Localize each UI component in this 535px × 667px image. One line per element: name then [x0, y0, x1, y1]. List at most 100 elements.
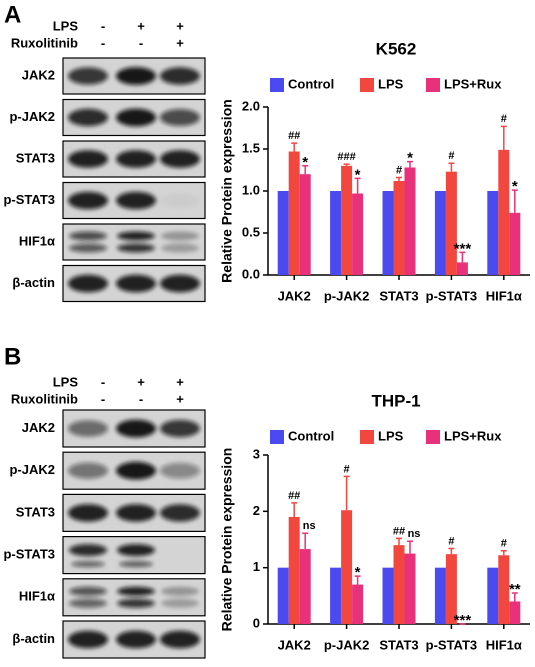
band [68, 108, 108, 127]
error-bar [511, 189, 518, 213]
band [119, 561, 153, 568]
x-tick-label: JAK2 [278, 637, 311, 652]
treatment-name: LPS [53, 18, 79, 33]
band [69, 544, 107, 557]
bar [393, 180, 405, 275]
significance-label: # [448, 150, 454, 162]
blot-label: JAK2 [22, 67, 55, 82]
error-bar [291, 502, 298, 517]
band [69, 231, 107, 241]
bar [509, 601, 521, 624]
band [160, 419, 200, 438]
band [116, 108, 156, 127]
y-axis-label: Relative Protein expression [219, 99, 235, 283]
treatment-sign: - [139, 391, 143, 406]
band [161, 231, 199, 241]
error-bar [343, 163, 350, 166]
band [116, 504, 156, 522]
blot-label: p-STAT3 [3, 547, 55, 562]
y-axis-label: Relative Protein expression [219, 448, 235, 632]
treatment-sign: + [176, 374, 184, 389]
bar [487, 191, 499, 275]
y-tick-label: 0 [253, 615, 260, 630]
bar [509, 212, 521, 275]
legend-swatch [426, 430, 440, 444]
legend-label: LPS+Rux [444, 76, 502, 91]
bar [341, 510, 353, 624]
y-tick-label: 2 [253, 503, 260, 518]
blot-bands [68, 419, 200, 438]
significance-label: # [501, 538, 507, 550]
x-tick-label: p-STAT3 [426, 637, 478, 652]
x-tick-label: HIF1α [486, 637, 522, 652]
band [69, 243, 107, 253]
blot-membrane [62, 578, 206, 617]
band [117, 231, 155, 241]
significance-label: * [407, 150, 413, 167]
band [160, 150, 200, 168]
error-bar [407, 540, 413, 554]
band [117, 586, 155, 596]
significance-label: * [355, 166, 361, 183]
blot-membrane [62, 223, 206, 261]
band [68, 420, 108, 437]
error-bar [500, 550, 507, 556]
treatment-sign: - [139, 35, 143, 50]
blot-bands [68, 504, 200, 522]
bar [434, 567, 446, 624]
error-bar [448, 162, 455, 172]
bar [498, 149, 510, 275]
error-bar [396, 176, 402, 181]
bar [487, 567, 499, 624]
x-tick-label: STAT3 [379, 288, 418, 303]
legend-swatch [360, 430, 374, 444]
treatment-sign: + [137, 374, 145, 389]
blot-bands [68, 108, 200, 127]
blot-label: STAT3 [16, 504, 55, 519]
y-tick-label: 2.0 [242, 98, 260, 113]
significance-label: * [355, 564, 361, 581]
band [71, 561, 105, 568]
blot-bands [69, 586, 199, 608]
bar [393, 545, 405, 624]
bar [404, 167, 416, 275]
band [68, 504, 108, 522]
treatment-name: Ruxolitinib [11, 391, 78, 406]
band [160, 67, 200, 85]
band [69, 586, 107, 596]
x-tick-label: HIF1α [486, 288, 522, 303]
treatment-name: LPS [53, 374, 79, 389]
y-tick-label: 0.0 [242, 266, 260, 281]
treatment-sign: - [101, 374, 105, 389]
band [117, 243, 155, 253]
significance-label: ns [408, 528, 421, 540]
band [160, 193, 200, 208]
band [68, 274, 108, 293]
bar [288, 516, 300, 624]
band [116, 461, 156, 480]
treatment-sign: + [176, 18, 184, 33]
treatment-sign: + [137, 18, 145, 33]
panel-letter: B [4, 343, 21, 370]
band [116, 67, 156, 85]
band [68, 462, 108, 479]
band [117, 544, 155, 557]
y-tick-label: 0.5 [242, 224, 260, 239]
band [161, 586, 199, 596]
y-tick-label: 1 [253, 559, 260, 574]
legend-label: LPS [378, 428, 404, 443]
band [68, 67, 108, 85]
band [116, 419, 156, 438]
band [68, 630, 108, 649]
band [161, 598, 199, 608]
bar [330, 191, 342, 275]
bar [404, 553, 416, 624]
bar [434, 191, 446, 275]
band [116, 191, 156, 210]
band [68, 191, 108, 210]
blot-label: JAK2 [22, 420, 55, 435]
band [160, 109, 200, 126]
blot-bands [68, 274, 200, 293]
band [160, 630, 200, 649]
legend-swatch [426, 78, 440, 92]
